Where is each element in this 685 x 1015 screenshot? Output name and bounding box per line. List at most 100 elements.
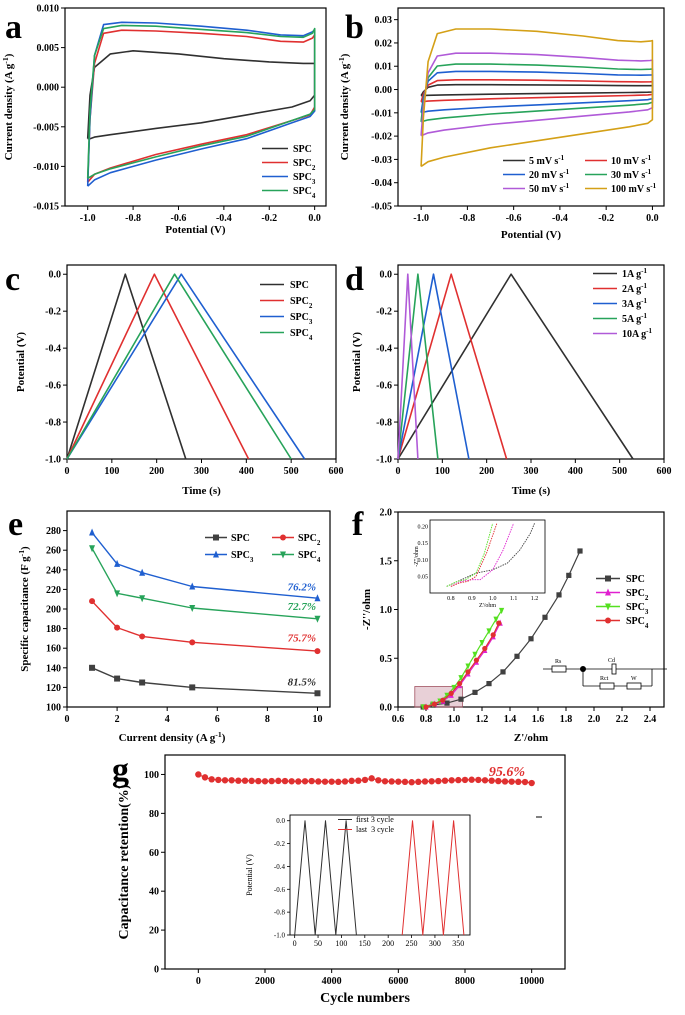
- x-tick-label: 2: [115, 714, 120, 725]
- series-line: [397, 273, 470, 460]
- marker-square: [556, 592, 562, 598]
- y-tick-label: -0.01: [371, 108, 392, 119]
- x-tick-label: 0: [396, 466, 401, 477]
- legend-label: 3A g-1: [622, 297, 648, 310]
- x-tick-label: 300: [524, 466, 539, 477]
- inset-x-tick-label: 200: [382, 939, 394, 948]
- inset-y-tick-label: -0.4: [274, 863, 286, 871]
- marker-square: [189, 684, 196, 691]
- marker-circle: [465, 669, 471, 675]
- circuit-label: Cd: [608, 658, 615, 664]
- x-tick-label: -1.0: [413, 213, 429, 224]
- marker-square: [458, 696, 464, 702]
- marker-circle: [496, 620, 502, 626]
- marker-triangle-down: [458, 675, 464, 682]
- inset-legend-label: first 3 cycle: [356, 815, 394, 824]
- plot-frame: [64, 7, 327, 207]
- plot-frame: [66, 264, 337, 460]
- y-tick-label: 0: [154, 965, 159, 976]
- legend-label: SPC4: [293, 186, 316, 200]
- legend-label: 50 mV s-1: [529, 182, 570, 195]
- series-line: [420, 79, 654, 103]
- marker-circle: [475, 776, 482, 784]
- marker-circle: [328, 778, 335, 785]
- y-tick-label: 0.010: [37, 4, 60, 15]
- marker-square: [605, 575, 611, 582]
- x-tick-label: -0.2: [598, 213, 614, 224]
- inset-y-tick-label: 0.20: [418, 525, 429, 531]
- marker-square: [213, 534, 219, 541]
- series-line: [91, 667, 318, 694]
- marker-triangle-up: [139, 568, 146, 576]
- x-tick-label: -0.8: [125, 213, 141, 224]
- marker-circle: [348, 777, 355, 785]
- marker-square: [444, 700, 450, 706]
- marker-circle: [368, 775, 375, 782]
- x-tick-label: 1.6: [532, 714, 545, 725]
- inset-x-tick-label: 100: [335, 939, 347, 948]
- x-axis-label: Time (s): [182, 485, 221, 497]
- y-tick-label: 120: [46, 683, 61, 694]
- legend-label: SPC: [290, 280, 309, 291]
- panel-letter-a: a: [5, 9, 22, 46]
- marker-circle: [461, 776, 469, 784]
- marker-circle: [455, 776, 462, 784]
- series-line: [397, 273, 439, 460]
- x-tick-label: 400: [568, 466, 583, 477]
- legend-label: SPC: [626, 574, 645, 585]
- y-tick-label: 220: [46, 585, 61, 596]
- series-line: [91, 547, 318, 620]
- marker-circle: [428, 778, 435, 785]
- marker-circle: [201, 774, 209, 781]
- marker-circle: [495, 777, 502, 785]
- series-line: [86, 29, 316, 183]
- y-tick-label: -1.0: [376, 455, 392, 466]
- legend-label: 100 mV s-1: [611, 182, 657, 195]
- marker-circle: [248, 777, 255, 785]
- marker-triangle-up: [605, 588, 611, 596]
- series-line: [420, 63, 654, 123]
- legend-label: 10A g-1: [622, 327, 653, 340]
- x-tick-label: 1.4: [504, 714, 517, 725]
- marker-circle: [375, 777, 382, 784]
- y-tick-label: 0.0: [380, 703, 393, 714]
- y-tick-label: -0.04: [371, 178, 392, 189]
- x-tick-label: 200: [479, 466, 494, 477]
- y-tick-label: 0.005: [37, 43, 60, 54]
- x-tick-label: 500: [612, 466, 627, 477]
- marker-circle: [528, 779, 535, 787]
- retention-label: 81.5%: [288, 676, 316, 688]
- x-tick-label: 1.8: [560, 714, 573, 725]
- y-tick-label: 40: [149, 887, 159, 898]
- series-line: [66, 273, 250, 460]
- marker-circle: [395, 778, 402, 785]
- x-tick-label: 1.0: [448, 714, 461, 725]
- x-tick-label: -0.2: [261, 213, 277, 224]
- marker-circle: [381, 778, 389, 785]
- x-tick-label: 100: [435, 466, 450, 477]
- x-tick-label: -0.6: [171, 213, 187, 224]
- y-tick-label: 280: [46, 526, 61, 537]
- x-axis-label: Cycle numbers: [320, 991, 410, 1006]
- marker-triangle-down: [280, 551, 286, 559]
- retention-label: 76.2%: [288, 581, 316, 593]
- marker-triangle-down: [486, 628, 492, 635]
- marker-circle: [189, 639, 196, 646]
- y-tick-label: -0.2: [45, 307, 61, 318]
- legend-label: 30 mV s-1: [611, 168, 652, 181]
- x-tick-label: 400: [239, 466, 254, 477]
- x-tick-label: 300: [194, 466, 209, 477]
- y-tick-label: 0.5: [380, 654, 393, 665]
- x-axis-label: Z'/ohm: [514, 732, 548, 744]
- series-line: [397, 273, 634, 460]
- y-tick-label: -0.4: [45, 344, 61, 355]
- marker-square: [566, 572, 572, 578]
- marker-triangle-up: [189, 582, 196, 590]
- x-tick-label: 600: [657, 466, 672, 477]
- marker-circle: [421, 778, 429, 785]
- marker-circle: [139, 633, 146, 640]
- panel-letter-f: f: [352, 506, 364, 543]
- inset-x-tick-label: 0.9: [468, 596, 476, 602]
- marker-triangle-down: [114, 590, 121, 598]
- y-tick-label: -0.6: [45, 381, 61, 392]
